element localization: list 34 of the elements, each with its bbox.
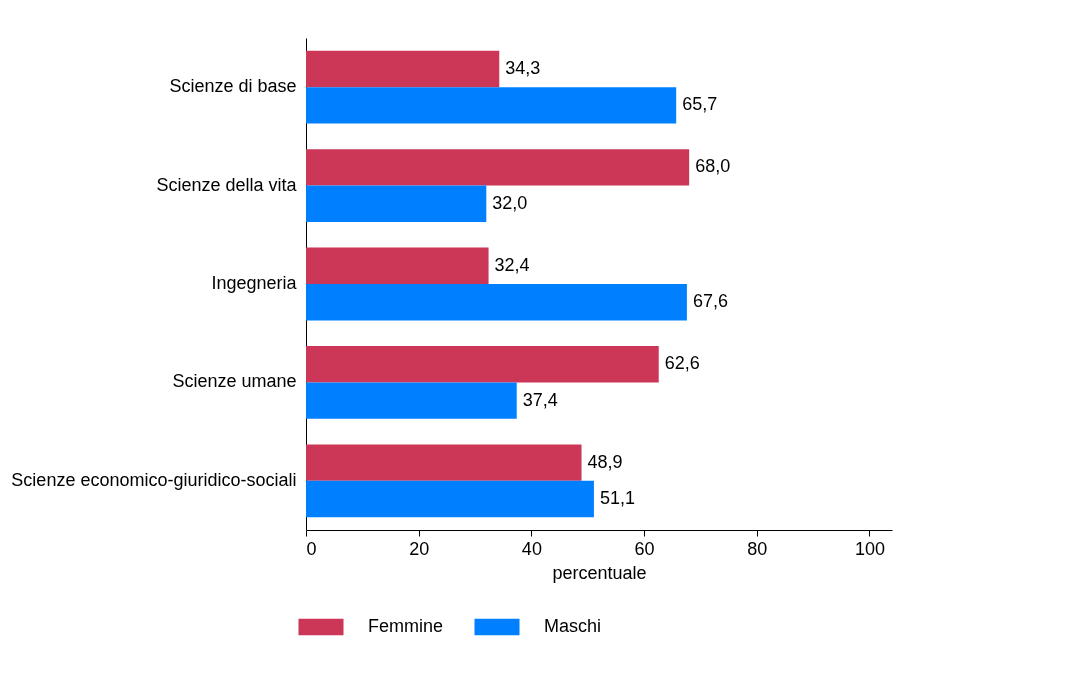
x-tick-label: 100 xyxy=(854,538,885,559)
x-tick-label: 20 xyxy=(409,538,430,559)
y-tick-label: Scienze della vita xyxy=(156,174,298,195)
data-label: 48,9 xyxy=(587,451,623,472)
data-label: 65,7 xyxy=(682,94,718,115)
y-tick-label: Ingegneria xyxy=(211,273,298,293)
data-label: 37,4 xyxy=(522,389,558,410)
bar xyxy=(306,87,677,124)
legend-label: Maschi xyxy=(544,616,602,636)
x-tick-label: 80 xyxy=(747,538,768,559)
bar xyxy=(306,247,489,284)
x-axis-title: percentuale xyxy=(552,562,647,583)
x-tick-label: 60 xyxy=(634,538,655,559)
bar xyxy=(306,50,500,88)
x-tick-label: 0 xyxy=(306,538,317,559)
data-label: 32,0 xyxy=(492,192,528,213)
y-tick-label: Scienze economico-giuridico-sociali xyxy=(11,469,297,490)
data-label: 51,1 xyxy=(599,488,635,508)
y-tick-label: Scienze di base xyxy=(169,76,297,97)
bar xyxy=(306,284,687,321)
bar xyxy=(306,185,487,223)
bar xyxy=(306,480,594,518)
data-label: 62,6 xyxy=(664,353,700,374)
data-label: 67,6 xyxy=(692,291,728,312)
y-tick-label: Scienze umane xyxy=(172,371,297,392)
bar xyxy=(306,149,690,186)
bar xyxy=(306,345,659,383)
bar xyxy=(306,444,582,481)
x-tick-label: 40 xyxy=(521,538,542,559)
legend-label: Femmine xyxy=(368,616,444,636)
data-label: 34,3 xyxy=(505,58,541,78)
data-label: 32,4 xyxy=(494,254,530,275)
bar xyxy=(306,382,517,419)
data-label: 68,0 xyxy=(695,156,731,177)
